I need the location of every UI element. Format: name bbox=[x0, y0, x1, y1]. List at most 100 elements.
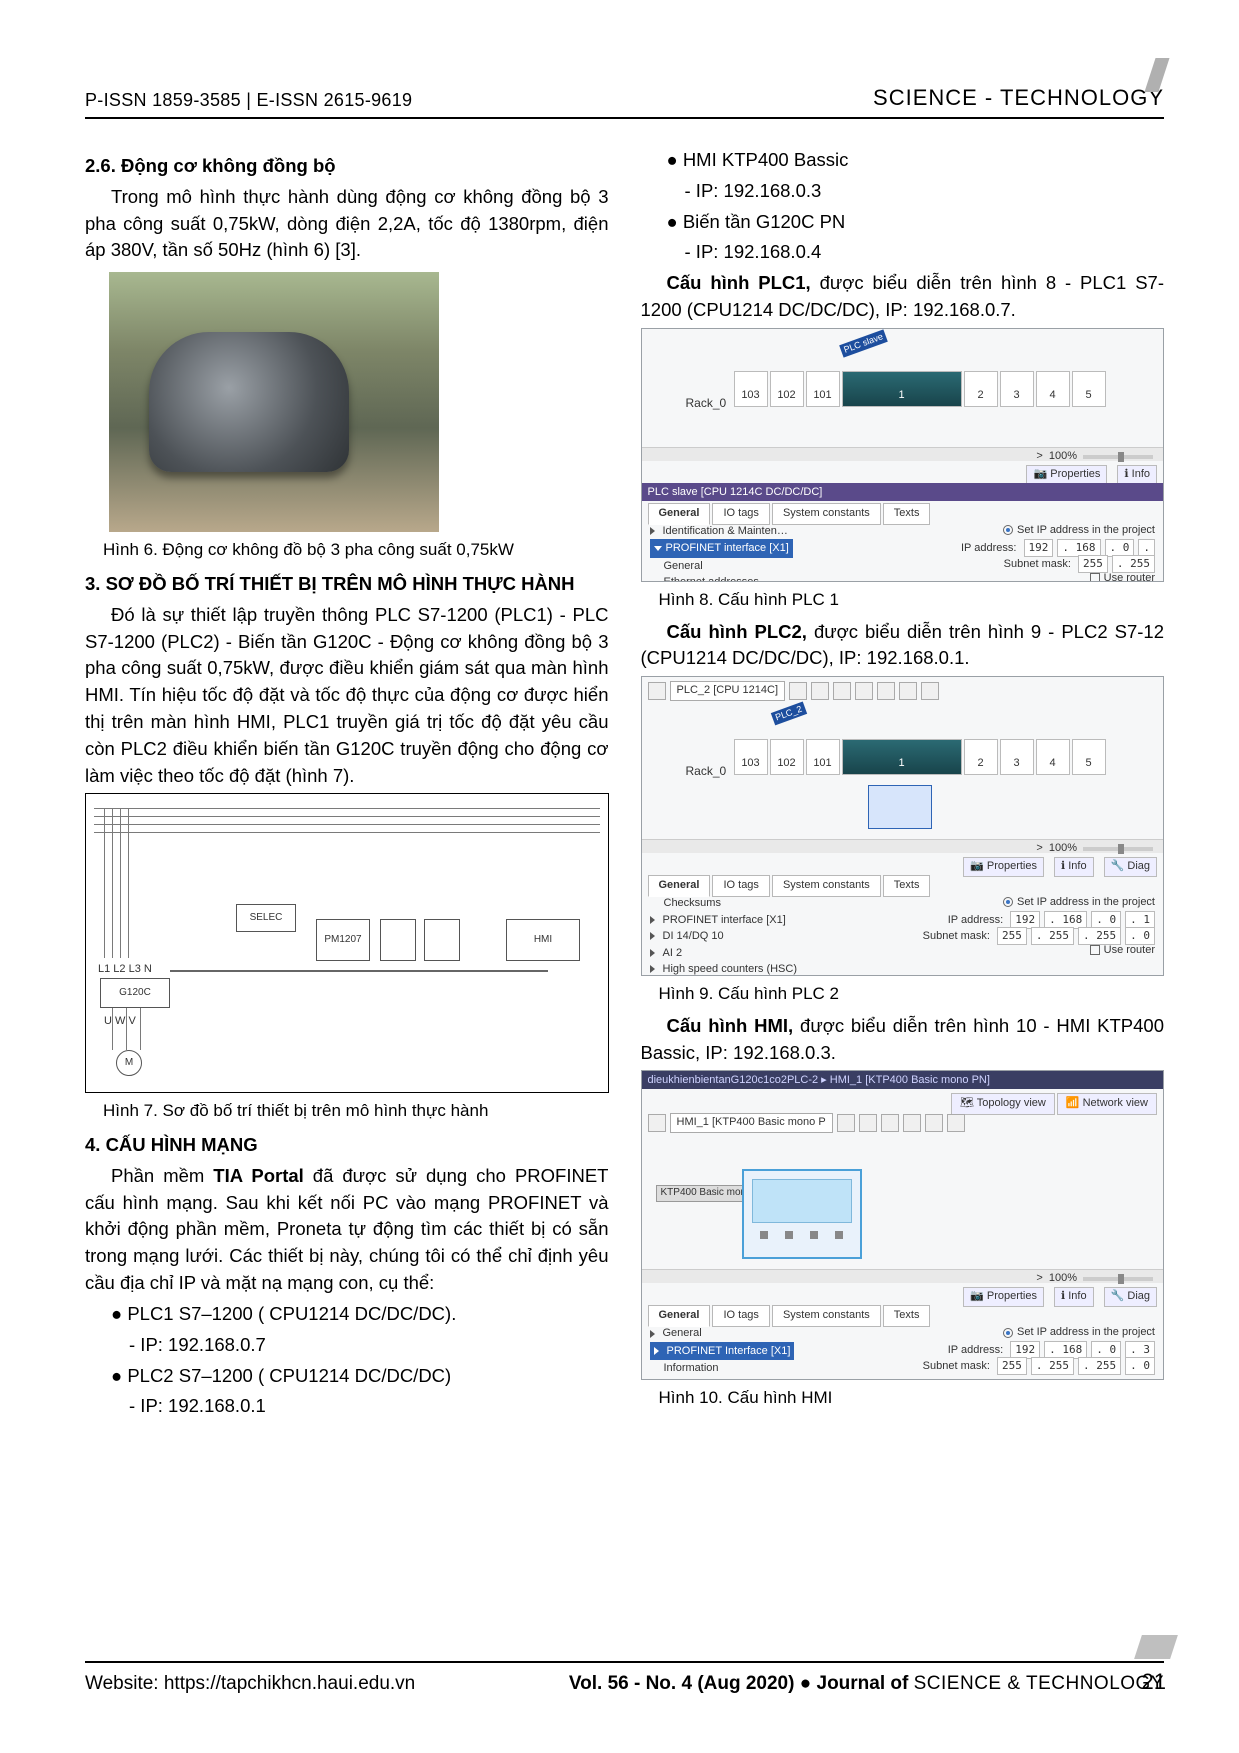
tia8-tab-sysconst[interactable]: System constants bbox=[772, 503, 881, 525]
tia10-sn-1[interactable]: 255 bbox=[997, 1357, 1027, 1375]
tia8-slot-1-cpu: 1 bbox=[842, 371, 962, 407]
tia8-nav-tree[interactable]: Identification & Mainten… PROFINET inter… bbox=[650, 523, 793, 582]
bullet-plc1: ● PLC1 S7–1200 ( CPU1214 DC/DC/DC). bbox=[85, 1301, 609, 1328]
para-3: Đó là sự thiết lập truyền thông PLC S7-1… bbox=[85, 602, 609, 790]
tia9-sn-1[interactable]: 255 bbox=[997, 927, 1027, 945]
footer-page-decor bbox=[1134, 1635, 1178, 1659]
tia8-slot-2: 2 bbox=[964, 371, 998, 407]
caption-fig8: Hình 8. Cấu hình PLC 1 bbox=[659, 588, 1165, 613]
tia10-properties-btn[interactable]: 📷 Properties bbox=[963, 1287, 1044, 1307]
caption-fig6: Hình 6. Động cơ không đồ bộ 3 pha công s… bbox=[103, 538, 609, 563]
wiring-box-cpu2 bbox=[424, 919, 460, 961]
tia8-tab-iotags[interactable]: IO tags bbox=[712, 503, 769, 525]
footer-vol: Vol. 56 - No. 4 (Aug 2020) bbox=[569, 1673, 795, 1694]
tia8-slot-4: 4 bbox=[1036, 371, 1070, 407]
tia10-tab-sysconst[interactable]: System constants bbox=[772, 1305, 881, 1327]
footer-page-number: 21 bbox=[1142, 1669, 1166, 1695]
tia10-diag-btn[interactable]: 🔧 Diag bbox=[1104, 1287, 1157, 1307]
tia9-slot-2: 2 bbox=[964, 739, 998, 775]
tia9-diag-btn[interactable]: 🔧 Diag bbox=[1104, 857, 1157, 877]
strong-plc1: Cấu hình PLC1, bbox=[667, 272, 811, 293]
tia10-tab-general[interactable]: General bbox=[648, 1305, 711, 1327]
bullet-hmi-ip: - IP: 192.168.0.3 bbox=[641, 178, 1165, 205]
tia9-slot-102: 102 bbox=[770, 739, 804, 775]
tia9-sn-2[interactable]: . 255 bbox=[1031, 927, 1074, 945]
wiring-box-g120c: G120C bbox=[100, 978, 170, 1008]
tia8-tab-general[interactable]: General bbox=[648, 503, 711, 525]
tia10-nav-tree[interactable]: General PROFINET Interface [X1] Informat… bbox=[650, 1325, 795, 1377]
tia8-cb-router[interactable] bbox=[1090, 573, 1100, 582]
caption-fig7: Hình 7. Sơ đồ bố trí thiết bị trên mô hì… bbox=[103, 1099, 609, 1124]
strong-hmi: Cấu hình HMI, bbox=[667, 1015, 794, 1036]
tia10-network-view[interactable]: 📶 Network view bbox=[1057, 1093, 1157, 1115]
tia9-slot-5: 5 bbox=[1072, 739, 1106, 775]
tia10-sn-4[interactable]: . 0 bbox=[1125, 1357, 1155, 1375]
wiring-box-cpu1 bbox=[380, 919, 416, 961]
para-2-6: Trong mô hình thực hành dùng động cơ khô… bbox=[85, 184, 609, 264]
heading-2-6: 2.6. Động cơ không đồng bộ bbox=[85, 153, 609, 180]
left-column: 2.6. Động cơ không đồng bộ Trong mô hình… bbox=[85, 147, 609, 1424]
tia9-info-btn[interactable]: ℹ Info bbox=[1054, 857, 1094, 877]
tia9-device-dropdown[interactable]: PLC_2 [CPU 1214C] bbox=[670, 681, 786, 701]
tia9-cb-router[interactable] bbox=[1090, 945, 1100, 955]
tia8-slot-102: 102 bbox=[770, 371, 804, 407]
tia8-radio-setip[interactable] bbox=[1003, 525, 1013, 535]
para-hmi: Cấu hình HMI, được biểu diễn trên hình 1… bbox=[641, 1013, 1165, 1067]
wiring-label-uvw: U W V bbox=[104, 1014, 136, 1030]
footer-dot: ● bbox=[800, 1673, 811, 1694]
page-header: P-ISSN 1859-3585 | E-ISSN 2615-9619 SCIE… bbox=[85, 85, 1164, 119]
bullet-g120c: ● Biến tần G120C PN bbox=[641, 209, 1165, 236]
tia9-zoom[interactable]: >100% bbox=[1036, 841, 1153, 857]
footer-right: Vol. 56 - No. 4 (Aug 2020) ● Journal of … bbox=[569, 1673, 1164, 1695]
tia8-slot-101: 101 bbox=[806, 371, 840, 407]
page-footer: Website: https://tapchikhcn.haui.edu.vn … bbox=[85, 1661, 1164, 1695]
tia9-tab-iotags[interactable]: IO tags bbox=[712, 875, 769, 897]
tia9-slot-3: 3 bbox=[1000, 739, 1034, 775]
tia8-slot-3: 3 bbox=[1000, 371, 1034, 407]
tia8-properties-btn[interactable]: 📷 Properties bbox=[1026, 465, 1107, 485]
tia8-label: PLC slave bbox=[839, 329, 888, 357]
tia10-sn-3[interactable]: . 255 bbox=[1078, 1357, 1121, 1375]
bullet-plc1-ip: - IP: 192.168.0.7 bbox=[85, 1332, 609, 1359]
tia9-properties-btn[interactable]: 📷 Properties bbox=[963, 857, 1044, 877]
heading-4: 4. CẤU HÌNH MẠNG bbox=[85, 1132, 609, 1159]
issn-text: P-ISSN 1859-3585 | E-ISSN 2615-9619 bbox=[85, 90, 412, 111]
tia9-diag-label: PLC_2 bbox=[770, 702, 806, 726]
tia9-nav-tree[interactable]: Checksums PROFINET interface [X1] DI 14/… bbox=[650, 895, 798, 976]
tia10-tab-iotags[interactable]: IO tags bbox=[712, 1305, 769, 1327]
tia10-zoom[interactable]: >100% bbox=[1036, 1271, 1153, 1287]
tia9-slot-103: 103 bbox=[734, 739, 768, 775]
tia10-breadcrumb: dieukhienbientanG120c1co2PLC-2 ▸ HMI_1 [… bbox=[642, 1071, 1164, 1089]
right-column: ● HMI KTP400 Bassic - IP: 192.168.0.3 ● … bbox=[641, 147, 1165, 1424]
strong-plc2: Cấu hình PLC2, bbox=[667, 621, 807, 642]
caption-fig10: Hình 10. Cấu hình HMI bbox=[659, 1386, 1165, 1411]
tia8-rack-label: Rack_0 bbox=[686, 395, 727, 412]
tia8-slot-103: 103 bbox=[734, 371, 768, 407]
tia9-rack-label: Rack_0 bbox=[686, 763, 727, 780]
wiring-box-pm1207: PM1207 bbox=[316, 919, 370, 961]
tia8-device-header: PLC slave [CPU 1214C DC/DC/DC] bbox=[642, 483, 1164, 501]
tia9-tab-general[interactable]: General bbox=[648, 875, 711, 897]
tia9-radio-setip[interactable] bbox=[1003, 897, 1013, 907]
tia8-tab-texts[interactable]: Texts bbox=[883, 503, 931, 525]
tia10-topology-view[interactable]: 🗺 Topology view bbox=[951, 1093, 1055, 1115]
tia8-info-btn[interactable]: ℹ Info bbox=[1117, 465, 1157, 485]
tia9-toolbar[interactable]: PLC_2 [CPU 1214C] bbox=[648, 681, 940, 701]
footer-website: Website: https://tapchikhcn.haui.edu.vn bbox=[85, 1673, 415, 1695]
tia10-sn-2[interactable]: . 255 bbox=[1031, 1357, 1074, 1375]
tia10-toolbar[interactable]: HMI_1 [KTP400 Basic mono P bbox=[648, 1113, 965, 1133]
tia8-zoom[interactable]: >100% bbox=[1036, 449, 1153, 465]
footer-journal: Journal of bbox=[817, 1673, 909, 1694]
section-title: SCIENCE - TECHNOLOGY bbox=[873, 85, 1164, 111]
tia10-tab-texts[interactable]: Texts bbox=[883, 1305, 931, 1327]
tia10-info-btn[interactable]: ℹ Info bbox=[1054, 1287, 1094, 1307]
caption-fig9: Hình 9. Cấu hình PLC 2 bbox=[659, 982, 1165, 1007]
tia9-selected-module[interactable] bbox=[868, 785, 932, 829]
tia10-radio-setip[interactable] bbox=[1003, 1328, 1013, 1338]
bullet-hmi: ● HMI KTP400 Bassic bbox=[641, 147, 1165, 174]
tia9-tab-texts[interactable]: Texts bbox=[883, 875, 931, 897]
tia9-tab-sysconst[interactable]: System constants bbox=[772, 875, 881, 897]
tia10-device-dropdown[interactable]: HMI_1 [KTP400 Basic mono P bbox=[670, 1113, 833, 1133]
wiring-motor-symbol: M bbox=[116, 1050, 142, 1076]
tia10-hmi-device[interactable] bbox=[742, 1169, 862, 1259]
